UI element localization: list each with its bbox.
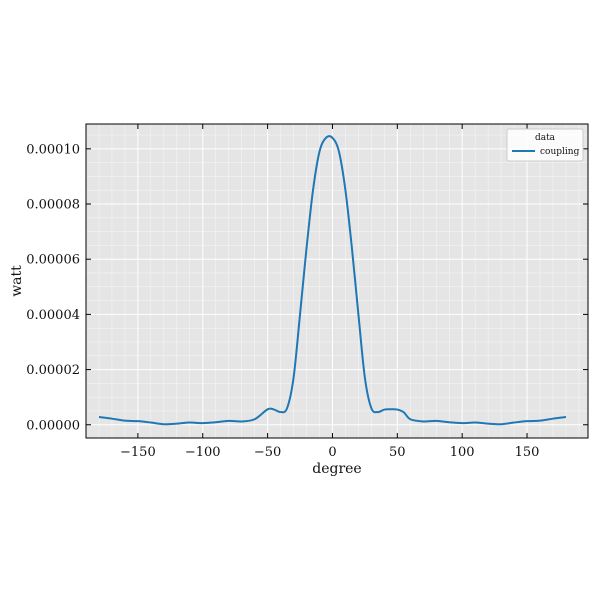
x-tick-label: 0 (328, 445, 336, 460)
y-tick-label: 0.00006 (26, 253, 80, 268)
plot-area (86, 124, 588, 438)
grid (86, 124, 588, 438)
legend: data coupling (506, 128, 584, 162)
axis-ticks: −150 −100 −50 0 50 100 150 0.00000 0.00002 0.0000… (26, 124, 588, 460)
x-tick-label: 100 (450, 445, 475, 460)
x-tick-label: −150 (120, 445, 156, 460)
legend-entry-coupling: coupling (540, 147, 580, 157)
series-layer (98, 135, 567, 426)
y-tick-label: 0.00010 (26, 142, 80, 157)
plot-frame (85, 123, 589, 439)
x-tick-label: 150 (515, 445, 540, 460)
x-tick-label: −50 (254, 445, 281, 460)
legend-box (506, 128, 584, 162)
x-tick-label: 50 (389, 445, 406, 460)
y-tick-label: 0.00002 (26, 363, 80, 378)
series-line-coupling (98, 135, 567, 426)
y-axis-label: watt (9, 265, 25, 297)
y-tick-label: 0.00008 (26, 198, 80, 213)
y-tick-label: 0.00004 (26, 308, 80, 323)
x-tick-label: −100 (185, 445, 221, 460)
legend-title: data (535, 133, 556, 143)
x-axis-label: degree (312, 461, 361, 477)
y-tick-label: 0.00000 (26, 418, 80, 433)
